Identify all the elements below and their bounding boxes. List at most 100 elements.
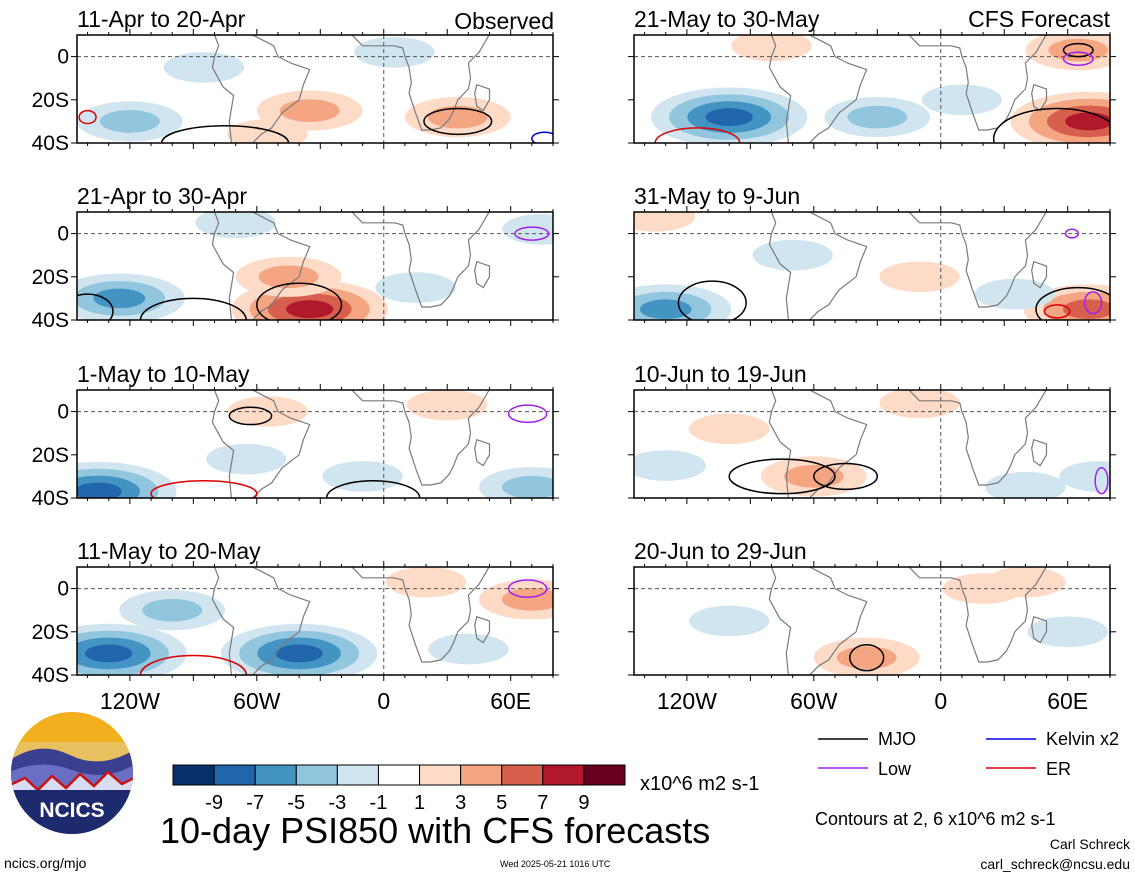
anomaly-shell [227, 119, 308, 143]
madagascar-coast [1031, 615, 1048, 644]
south-america-coast [768, 212, 868, 320]
contour-mjo [77, 293, 114, 320]
contour-mjo [728, 458, 836, 495]
coastlines [205, 35, 491, 143]
coastlines [762, 35, 1048, 143]
author-email: carl_schreck@ncsu.edu [980, 856, 1130, 872]
ncics-logo: NCICS [11, 712, 133, 834]
anomaly-blob [354, 36, 435, 68]
anomaly-shell [1063, 299, 1110, 319]
coastlines [205, 567, 491, 675]
arabia-coast [1032, 535, 1068, 563]
contour-er [78, 109, 97, 125]
colorbar-box [213, 764, 256, 786]
panel-field [634, 358, 1110, 498]
colorbar-box [254, 764, 297, 786]
anomaly-blob [407, 390, 488, 421]
y-tick-label: 20S [32, 89, 69, 112]
y-tick-label: 0 [57, 578, 69, 601]
contour-low [507, 404, 548, 424]
anomaly-shell [501, 475, 553, 498]
panel-field [77, 35, 553, 143]
legend-label-mjo: MJO [878, 729, 916, 749]
legend-label-er: ER [1046, 759, 1071, 779]
panel-frame [76, 566, 554, 676]
anomaly-blob [1025, 35, 1110, 71]
x-tick-label: 60W [790, 688, 838, 714]
y-tick-label: 40S [32, 664, 69, 687]
colorbar-tick-label: -9 [205, 792, 223, 814]
anomaly-shell [752, 239, 833, 271]
arabia-coast [1032, 358, 1068, 386]
anomaly-shell [985, 471, 1066, 498]
coastlines [205, 358, 511, 498]
anomaly-shell [206, 443, 287, 475]
anomaly-shell [1065, 112, 1110, 131]
contour-low [1062, 51, 1094, 66]
anomaly-shell [731, 35, 812, 62]
panel-p5: 21-May to 30-May [628, 6, 1116, 149]
colorbar-tick-label: -3 [328, 792, 346, 814]
anomaly-blob [220, 623, 378, 675]
anomaly-shell [501, 588, 553, 611]
column-label-observed: Observed [454, 8, 554, 34]
anomaly-shell [142, 598, 203, 622]
anomaly-blob [77, 273, 185, 320]
arabia-coast [475, 358, 511, 386]
panel-title: 1-May to 10-May [77, 361, 250, 387]
colorbar-tick-label: 5 [496, 792, 507, 814]
arabia-coast [475, 180, 511, 208]
anomaly-shell [427, 105, 488, 129]
anomaly-blob [163, 52, 245, 83]
africa-coast [351, 567, 490, 663]
y-tick-label: 40S [32, 132, 69, 155]
colorbar-box [295, 764, 338, 786]
legend: MJO Kelvin x2 Low ER [818, 729, 1119, 779]
madagascar-coast [1031, 438, 1048, 467]
panel-title: 10-Jun to 19-Jun [634, 361, 807, 387]
colorbar-tick-label: -5 [287, 792, 305, 814]
contour-low [1094, 467, 1109, 495]
panel-p3: 0 20S 40S 1-May to 10-May [32, 358, 559, 510]
anomaly-blob [478, 579, 553, 620]
logo-text: NCICS [39, 799, 104, 822]
anomaly-blob [227, 119, 308, 143]
anomaly-blob [1027, 616, 1108, 648]
y-tick-label: 20S [32, 621, 69, 644]
y-tick-label: 0 [57, 401, 69, 424]
anomaly-blob [385, 567, 467, 598]
anomaly-blob [974, 278, 1055, 310]
colorbar-box [172, 764, 215, 786]
y-tick-label: 20S [32, 444, 69, 467]
panel-frame [76, 34, 554, 144]
colorbar-box [336, 764, 379, 786]
anomaly-blob [322, 461, 403, 492]
anomaly-shell [428, 633, 509, 665]
colorbar-tick-label: 7 [537, 792, 548, 814]
colorbar-box [377, 764, 421, 786]
contour-mjo [228, 406, 273, 426]
anomaly-shell [974, 278, 1055, 310]
south-america-coast [211, 212, 311, 320]
y-tick-label: 40S [32, 487, 69, 510]
anomaly-blob [119, 590, 226, 631]
anomaly-blob [824, 96, 931, 138]
anomaly-shell [77, 482, 122, 498]
contour-mjo [813, 462, 879, 491]
y-tick-label: 20S [32, 266, 69, 289]
anomaly-blob [634, 212, 696, 232]
contour-kelvin-x2 [531, 131, 553, 143]
anomaly-blob [879, 390, 960, 419]
y-tick-label: 0 [57, 46, 69, 69]
contour-er [1043, 304, 1071, 319]
anomaly-shell [163, 52, 245, 83]
colorbar-box [542, 764, 585, 786]
anomaly-shell [1048, 38, 1109, 62]
anomaly-blob [689, 413, 770, 445]
colorbar-box [501, 764, 544, 786]
anomaly-blob [428, 633, 509, 665]
panel-frame [76, 211, 554, 321]
panel-frame [633, 566, 1111, 676]
panel-p1: 0 20S 40S 11-Apr to 20-Apr [32, 6, 559, 155]
